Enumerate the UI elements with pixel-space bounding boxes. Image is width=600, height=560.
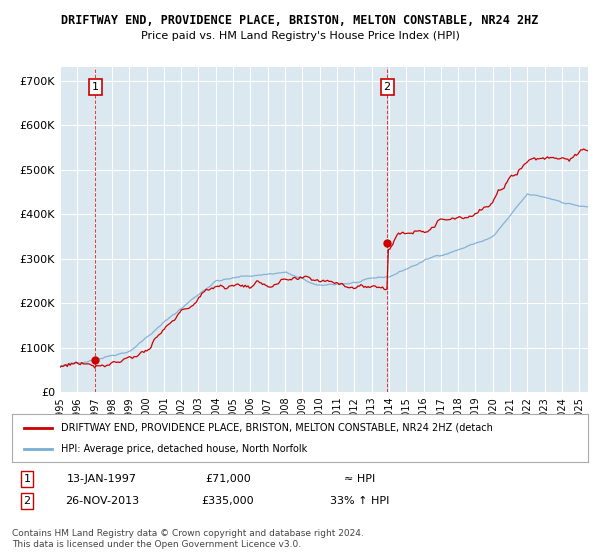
Text: Price paid vs. HM Land Registry's House Price Index (HPI): Price paid vs. HM Land Registry's House … bbox=[140, 31, 460, 41]
Text: 1: 1 bbox=[92, 82, 99, 92]
Text: £71,000: £71,000 bbox=[205, 474, 251, 484]
Text: DRIFTWAY END, PROVIDENCE PLACE, BRISTON, MELTON CONSTABLE, NR24 2HZ: DRIFTWAY END, PROVIDENCE PLACE, BRISTON,… bbox=[61, 14, 539, 27]
Text: 1: 1 bbox=[23, 474, 31, 484]
Text: 33% ↑ HPI: 33% ↑ HPI bbox=[331, 496, 389, 506]
Text: ≈ HPI: ≈ HPI bbox=[344, 474, 376, 484]
Text: £335,000: £335,000 bbox=[202, 496, 254, 506]
Text: Contains HM Land Registry data © Crown copyright and database right 2024.
This d: Contains HM Land Registry data © Crown c… bbox=[12, 529, 364, 549]
Text: 2: 2 bbox=[383, 82, 391, 92]
Text: HPI: Average price, detached house, North Norfolk: HPI: Average price, detached house, Nort… bbox=[61, 444, 307, 454]
Text: 2: 2 bbox=[23, 496, 31, 506]
Text: 26-NOV-2013: 26-NOV-2013 bbox=[65, 496, 139, 506]
Text: 13-JAN-1997: 13-JAN-1997 bbox=[67, 474, 137, 484]
Text: DRIFTWAY END, PROVIDENCE PLACE, BRISTON, MELTON CONSTABLE, NR24 2HZ (detach: DRIFTWAY END, PROVIDENCE PLACE, BRISTON,… bbox=[61, 423, 493, 433]
